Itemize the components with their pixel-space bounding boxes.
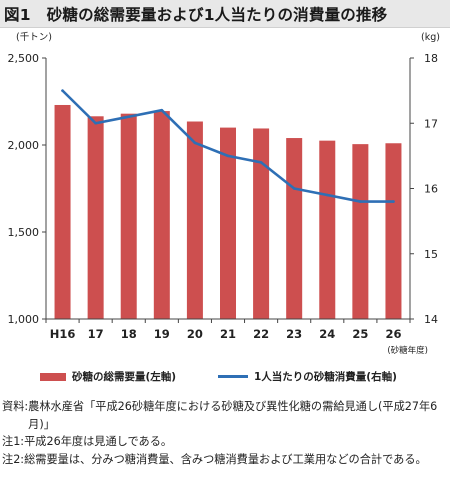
line-point <box>127 115 131 119</box>
x-tick-label: 18 <box>121 327 137 341</box>
y-right-tick-label: 18 <box>424 52 438 65</box>
line-point <box>392 200 395 203</box>
bar <box>286 138 303 319</box>
bar <box>253 128 270 319</box>
x-tick-label: 20 <box>187 327 203 341</box>
line-point <box>292 187 296 190</box>
x-unit-label: (砂糖年度) <box>387 345 428 356</box>
note-row: 資料: 農林水産省「平成26砂糖年度における砂糖及び異性化糖の需給見通し(平成2… <box>2 398 448 433</box>
line-point <box>160 108 164 112</box>
y-right-tick-label: 17 <box>424 117 438 130</box>
bar <box>352 144 369 319</box>
bar <box>385 143 402 319</box>
note-label: 注2: <box>2 452 25 466</box>
chart-title: 砂糖の総需要量および1人当たりの消費量の推移 <box>46 5 388 24</box>
y-left-tick-label: 2,500 <box>8 52 40 65</box>
x-tick-label: 22 <box>253 327 269 341</box>
line-point <box>226 154 230 158</box>
legend-item-line: 1人当たりの砂糖消費量(右軸) <box>218 369 397 384</box>
x-tick-label: 23 <box>286 327 302 341</box>
notes-block: 資料: 農林水産省「平成26砂糖年度における砂糖及び異性化糖の需給見通し(平成2… <box>2 398 448 468</box>
y-left-tick-label: 2,000 <box>8 139 40 152</box>
x-tick-label: 19 <box>154 327 170 341</box>
y-right-tick-label: 14 <box>424 313 438 326</box>
note-label: 資料: <box>2 400 29 413</box>
bar <box>87 116 104 319</box>
note-text: 平成26年度は見通しである。 <box>24 435 173 448</box>
chart-title-bar: 図1 砂糖の総需要量および1人当たりの消費量の推移 <box>0 0 450 28</box>
figure-number: 図1 <box>4 5 31 24</box>
y-right-unit-label: (kg) <box>421 32 440 43</box>
y-left-unit-label: (千トン) <box>16 32 52 43</box>
line-point <box>193 141 197 145</box>
bar <box>220 127 236 319</box>
bar <box>120 113 137 320</box>
bar <box>319 140 336 319</box>
chart-legend: 砂糖の総需要量(左軸) 1人当たりの砂糖消費量(右軸) <box>0 366 450 386</box>
y-right-tick-label: 16 <box>424 183 438 196</box>
note-label: 注1: <box>2 435 25 448</box>
legend-item-bar: 砂糖の総需要量(左軸) <box>40 369 176 384</box>
legend-label-line: 1人当たりの砂糖消費量(右軸) <box>254 371 397 383</box>
note-text: 総需要量は、分みつ糖消費量、含みつ糖消費量および工業用などの合計である。 <box>24 452 427 466</box>
x-tick-label: 21 <box>220 327 236 341</box>
line-point <box>61 89 64 92</box>
line-point <box>94 121 97 125</box>
line-point <box>325 193 329 197</box>
x-tick-label: 26 <box>385 327 401 341</box>
note-row: 注2: 総需要量は、分みつ糖消費量、含みつ糖消費量および工業用などの合計である。 <box>2 451 448 469</box>
x-tick-label: 24 <box>319 327 335 341</box>
x-tick-label: 25 <box>352 327 368 341</box>
x-tick-label: H16 <box>50 327 76 341</box>
y-left-tick-label: 1,500 <box>8 226 40 239</box>
legend-label-bar: 砂糖の総需要量(左軸) <box>72 371 177 383</box>
note-row: 注1: 平成26年度は見通しである。 <box>2 433 448 451</box>
legend-swatch-bar <box>40 372 66 381</box>
bar <box>54 104 71 319</box>
legend-swatch-line <box>218 375 248 378</box>
chart-svg: (千トン) (kg) 1,000 1,500 2,000 2,500 14 15 16 17 18 H… <box>8 32 440 356</box>
line-point <box>259 161 263 164</box>
line-point <box>359 200 362 203</box>
y-right-tick-label: 15 <box>424 248 438 261</box>
bar <box>153 111 170 319</box>
y-left-tick-label: 1,000 <box>8 313 40 326</box>
bar <box>186 121 203 319</box>
note-text: 農林水産省「平成26砂糖年度における砂糖及び異性化糖の需給見通し(平成27年6月… <box>28 400 438 431</box>
x-tick-label: 17 <box>88 327 104 341</box>
